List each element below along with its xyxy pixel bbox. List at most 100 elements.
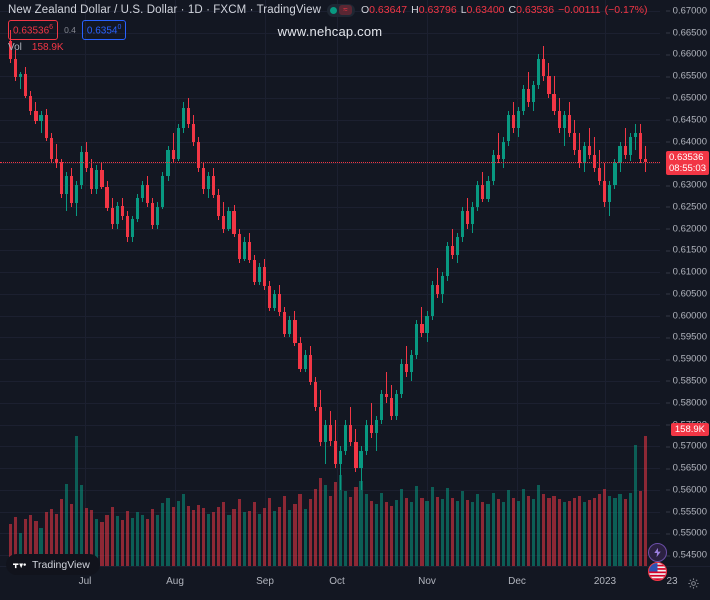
candle-body (369, 424, 373, 434)
candle-body (344, 425, 348, 451)
candle-body (273, 293, 277, 308)
time-axis-tick: Oct (329, 576, 345, 587)
chart-plot-area[interactable] (0, 0, 660, 566)
candle-body (100, 169, 104, 187)
candle-body (455, 237, 460, 255)
close-label: C (508, 4, 517, 16)
status-toggle[interactable]: ≈ (327, 3, 355, 17)
price-axis[interactable]: 0.67000 0.66500 0.66000 0.65500 0.65000 0.645… (660, 0, 710, 566)
candle-body (410, 354, 414, 373)
candle-body (562, 115, 566, 129)
candle-body (283, 312, 287, 334)
grid-line-horizontal (0, 446, 660, 448)
time-axis-tick: Jul (78, 576, 92, 587)
volume-bar (379, 493, 383, 566)
volume-bar (593, 498, 597, 566)
volume-bar (318, 477, 322, 566)
volume-bar (511, 497, 515, 566)
candle-wick (375, 415, 377, 451)
candle-body (405, 363, 409, 373)
volume-bar (186, 505, 190, 566)
price-axis-tick: 0.60000 (665, 310, 707, 321)
volume-bar (29, 514, 33, 566)
us-flag-icon[interactable] (648, 562, 667, 581)
grid-line-horizontal (0, 402, 660, 404)
candle-body (593, 154, 597, 168)
candle-body (389, 397, 394, 416)
volume-bar (156, 515, 160, 566)
candle-body (334, 441, 338, 464)
candle-wick (360, 446, 362, 490)
candle-body (313, 381, 317, 408)
volume-bar (562, 502, 566, 566)
candle-body (542, 58, 546, 77)
volume-bar (59, 499, 63, 566)
volume-bar (420, 497, 424, 566)
candle-body (80, 152, 84, 186)
candle-body (181, 107, 185, 129)
candle-body (572, 132, 576, 151)
candle-body (603, 180, 607, 203)
candle-body (471, 206, 475, 225)
candle-body (476, 185, 480, 207)
lightning-bolt-icon[interactable] (648, 543, 667, 562)
candle-body (146, 185, 150, 204)
current-price-badge: 0.63536 08:55:03 (666, 150, 709, 175)
volume-bar (54, 513, 58, 566)
price-axis-tick: 0.63000 (665, 180, 707, 191)
volume-bar (24, 518, 28, 566)
volume-bar (603, 489, 607, 566)
volume-bar (283, 495, 287, 566)
volume-bar (212, 512, 216, 566)
volume-bar (471, 502, 475, 566)
grid-line-vertical (175, 0, 176, 566)
time-axis[interactable]: Jul Aug Sep Oct Nov Dec 2023 23 (0, 566, 710, 600)
candle-body (54, 158, 58, 163)
volume-bar (135, 512, 140, 566)
price-axis-tick: 0.56000 (665, 484, 707, 495)
candle-body (577, 150, 581, 164)
candle-body (207, 176, 211, 190)
volume-bar (598, 494, 602, 566)
candle-wick (578, 132, 580, 168)
candle-body (278, 293, 282, 313)
price-axis-tick: 0.66000 (665, 49, 707, 60)
gear-icon[interactable] (687, 577, 700, 590)
current-price-line (0, 161, 660, 163)
current-price-value: 0.63536 (669, 151, 704, 163)
volume-bar (435, 496, 439, 566)
candle-body (95, 169, 99, 190)
candle-body (394, 394, 399, 416)
close-value: 0.63536 (516, 4, 555, 16)
grid-line-horizontal (0, 250, 660, 252)
volume-bar (455, 500, 460, 566)
volume-bar (257, 513, 261, 566)
price-axis-tick: 0.57000 (665, 441, 707, 452)
candle-wick (370, 402, 372, 438)
volume-bar (369, 500, 373, 566)
volume-bar (608, 495, 612, 566)
volume-label: Vol (8, 42, 22, 53)
candle-body (582, 145, 587, 164)
candle-wick (340, 446, 342, 490)
volume-bar (461, 491, 465, 566)
ask-price-badge[interactable]: 0.63540 (81, 20, 127, 40)
volume-legend[interactable]: Vol 158.9K (8, 42, 64, 53)
candle-wick (624, 128, 626, 159)
candle-body (242, 241, 246, 260)
volume-bar (344, 491, 348, 566)
volume-bar (166, 497, 170, 566)
volume-bar (613, 497, 617, 566)
candle-body (14, 58, 18, 78)
candle-body (257, 266, 261, 282)
price-axis-tick: 0.64500 (665, 114, 707, 125)
grid-line-horizontal (0, 337, 660, 339)
price-axis-tick: 0.61500 (665, 245, 707, 256)
last-price-badge[interactable]: 0.635366 (8, 20, 59, 40)
candle-body (384, 394, 388, 398)
symbol-title[interactable]: New Zealand Dollar / U.S. Dollar · 1D · … (8, 4, 321, 16)
tradingview-logo[interactable]: TradingView (6, 554, 100, 575)
volume-bar (120, 519, 124, 566)
chart-header: New Zealand Dollar / U.S. Dollar · 1D · … (0, 0, 710, 20)
volume-bar (313, 489, 317, 566)
